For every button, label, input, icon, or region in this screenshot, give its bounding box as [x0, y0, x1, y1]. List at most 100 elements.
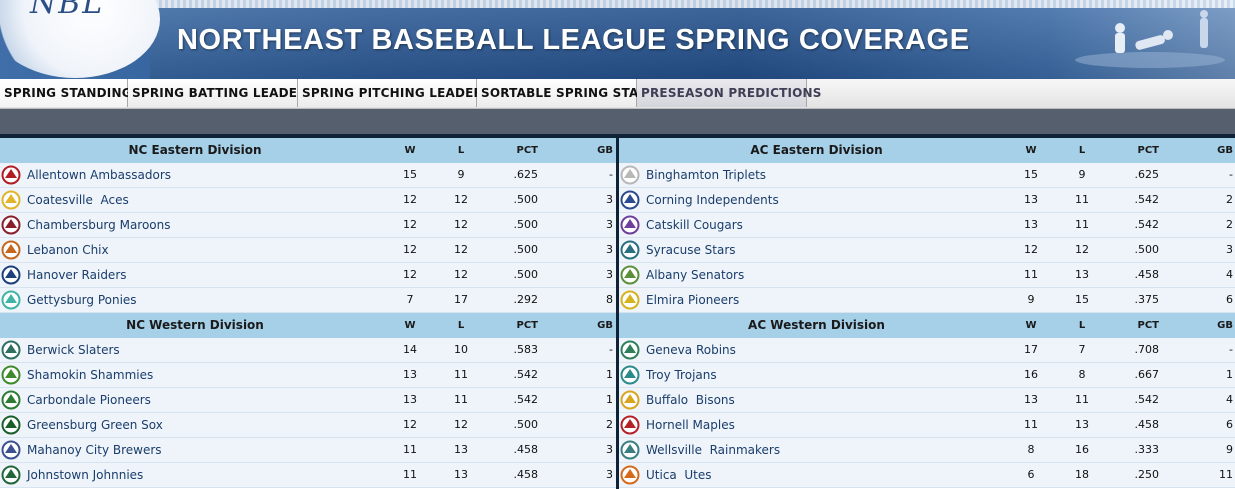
- elmira-logo-icon[interactable]: [620, 290, 640, 310]
- team-name-link[interactable]: Utica Utes: [646, 468, 712, 482]
- col-header-w[interactable]: W: [404, 320, 416, 331]
- col-header-l[interactable]: L: [1078, 320, 1086, 331]
- team-row: Albany Senators 11 13 .458 4: [619, 263, 1235, 288]
- pct-value: .625: [1134, 168, 1160, 181]
- col-header-pct[interactable]: PCT: [516, 145, 539, 156]
- team-name-link[interactable]: Johnstown Johnnies: [27, 468, 144, 482]
- pct-value: .458: [513, 443, 539, 456]
- team-name-link[interactable]: Elmira Pioneers: [646, 293, 740, 307]
- team-name-link[interactable]: Catskill Cougars: [646, 218, 743, 232]
- col-header-gb[interactable]: GB: [597, 145, 613, 156]
- pct-value: .458: [1134, 268, 1160, 281]
- mahanoy-logo-icon[interactable]: [1, 440, 21, 460]
- losses-value: 12: [1075, 243, 1089, 256]
- coatesville-logo-icon[interactable]: [1, 190, 21, 210]
- lebanon-logo-icon[interactable]: [1, 240, 21, 260]
- pct-value: .458: [513, 468, 539, 481]
- tab-spring-pitching-leaders[interactable]: SPRING PITCHING LEADERS: [298, 79, 492, 107]
- binghamton-logo-icon[interactable]: [620, 165, 640, 185]
- gettysburg-logo-icon[interactable]: [1, 290, 21, 310]
- catskill-logo-icon[interactable]: [620, 215, 640, 235]
- team-name-link[interactable]: Corning Independents: [646, 193, 779, 207]
- team-row: Buffalo Bisons 13 11 .542 4: [619, 388, 1235, 413]
- games-back-value: 3: [1226, 243, 1233, 256]
- col-header-pct[interactable]: PCT: [1137, 320, 1160, 331]
- col-header-gb[interactable]: GB: [1217, 320, 1233, 331]
- geneva-logo-icon[interactable]: [620, 340, 640, 360]
- team-name-link[interactable]: Hanover Raiders: [27, 268, 127, 282]
- division-header: NC Eastern Division W L PCT GB: [0, 138, 616, 163]
- games-back-value: 4: [1226, 268, 1233, 281]
- wellsville-logo-icon[interactable]: [620, 440, 640, 460]
- greensburg-logo-icon[interactable]: [1, 415, 21, 435]
- shamokin-logo-icon[interactable]: [1, 365, 21, 385]
- team-name-link[interactable]: Mahanoy City Brewers: [27, 443, 162, 457]
- team-name-link[interactable]: Gettysburg Ponies: [27, 293, 137, 307]
- col-header-gb[interactable]: GB: [1217, 145, 1233, 156]
- col-header-l[interactable]: L: [1078, 145, 1086, 156]
- col-header-pct[interactable]: PCT: [516, 320, 539, 331]
- losses-value: 16: [1075, 443, 1089, 456]
- team-name-link[interactable]: Binghamton Triplets: [646, 168, 767, 182]
- team-rows: Binghamton Triplets 15 9 .625 - Corning Indep…: [619, 163, 1235, 313]
- allentown-logo-icon[interactable]: [1, 165, 21, 185]
- team-name-link[interactable]: Berwick Slaters: [27, 343, 120, 357]
- team-name-link[interactable]: Chambersburg Maroons: [27, 218, 171, 232]
- losses-value: 11: [1075, 218, 1089, 231]
- team-name-link[interactable]: Greensburg Green Sox: [27, 418, 163, 432]
- tab-spring-standings[interactable]: SPRING STANDINGS: [0, 79, 140, 107]
- albany-logo-icon[interactable]: [620, 265, 640, 285]
- col-header-l[interactable]: L: [457, 320, 465, 331]
- team-name-link[interactable]: Buffalo Bisons: [646, 393, 735, 407]
- team-name-link[interactable]: Carbondale Pioneers: [27, 393, 151, 407]
- division-name: AC Eastern Division: [750, 143, 883, 157]
- chambersburg-logo-icon[interactable]: [1, 215, 21, 235]
- team-name-link[interactable]: Hornell Maples: [646, 418, 735, 432]
- losses-value: 12: [454, 218, 468, 231]
- losses-value: 13: [454, 443, 468, 456]
- team-name-link[interactable]: Troy Trojans: [646, 368, 717, 382]
- team-name-link[interactable]: Geneva Robins: [646, 343, 736, 357]
- col-header-w[interactable]: W: [1025, 320, 1037, 331]
- col-header-gb[interactable]: GB: [597, 320, 613, 331]
- games-back-value: -: [1229, 343, 1233, 356]
- corning-logo-icon[interactable]: [620, 190, 640, 210]
- carbondale-logo-icon[interactable]: [1, 390, 21, 410]
- pct-value: .500: [513, 243, 539, 256]
- team-name-link[interactable]: Shamokin Shammies: [27, 368, 154, 382]
- hornell-logo-icon[interactable]: [620, 415, 640, 435]
- tab-sortable-spring-stats[interactable]: SORTABLE SPRING STATS: [477, 79, 655, 107]
- syracuse-logo-icon[interactable]: [620, 240, 640, 260]
- hanover-logo-icon[interactable]: [1, 265, 21, 285]
- pct-value: .542: [1134, 193, 1160, 206]
- league-logo-text: NBL: [30, 0, 105, 21]
- buffalo-logo-icon[interactable]: [620, 390, 640, 410]
- nav-bar: SPRING STANDINGS SPRING BATTING LEADERS …: [0, 79, 1235, 109]
- team-name-link[interactable]: Syracuse Stars: [646, 243, 736, 257]
- team-name-link[interactable]: Lebanon Chix: [27, 243, 109, 257]
- wins-value: 9: [1027, 293, 1035, 306]
- games-back-value: -: [609, 343, 613, 356]
- team-name-link[interactable]: Coatesville Aces: [27, 193, 129, 207]
- col-header-pct[interactable]: PCT: [1137, 145, 1160, 156]
- pct-value: .542: [1134, 393, 1160, 406]
- pct-value: .542: [513, 393, 539, 406]
- losses-value: 11: [454, 393, 468, 406]
- wins-value: 12: [1024, 243, 1038, 256]
- team-name-link[interactable]: Wellsville Rainmakers: [646, 443, 781, 457]
- wins-value: 14: [403, 343, 417, 356]
- team-name-link[interactable]: Allentown Ambassadors: [27, 168, 172, 182]
- johnstown-logo-icon[interactable]: [1, 465, 21, 485]
- col-header-w[interactable]: W: [404, 145, 416, 156]
- col-header-w[interactable]: W: [1025, 145, 1037, 156]
- berwick-logo-icon[interactable]: [1, 340, 21, 360]
- tab-spring-batting-leaders[interactable]: SPRING BATTING LEADERS: [128, 79, 315, 107]
- col-header-l[interactable]: L: [457, 145, 465, 156]
- table-top-border: [0, 134, 1235, 138]
- utica-logo-icon[interactable]: [620, 465, 640, 485]
- troy-logo-icon[interactable]: [620, 365, 640, 385]
- division-name: NC Eastern Division: [128, 143, 262, 157]
- tab-preseason-predictions[interactable]: PRESEASON PREDICTIONS: [637, 79, 821, 107]
- losses-value: 18: [1075, 468, 1089, 481]
- team-name-link[interactable]: Albany Senators: [646, 268, 745, 282]
